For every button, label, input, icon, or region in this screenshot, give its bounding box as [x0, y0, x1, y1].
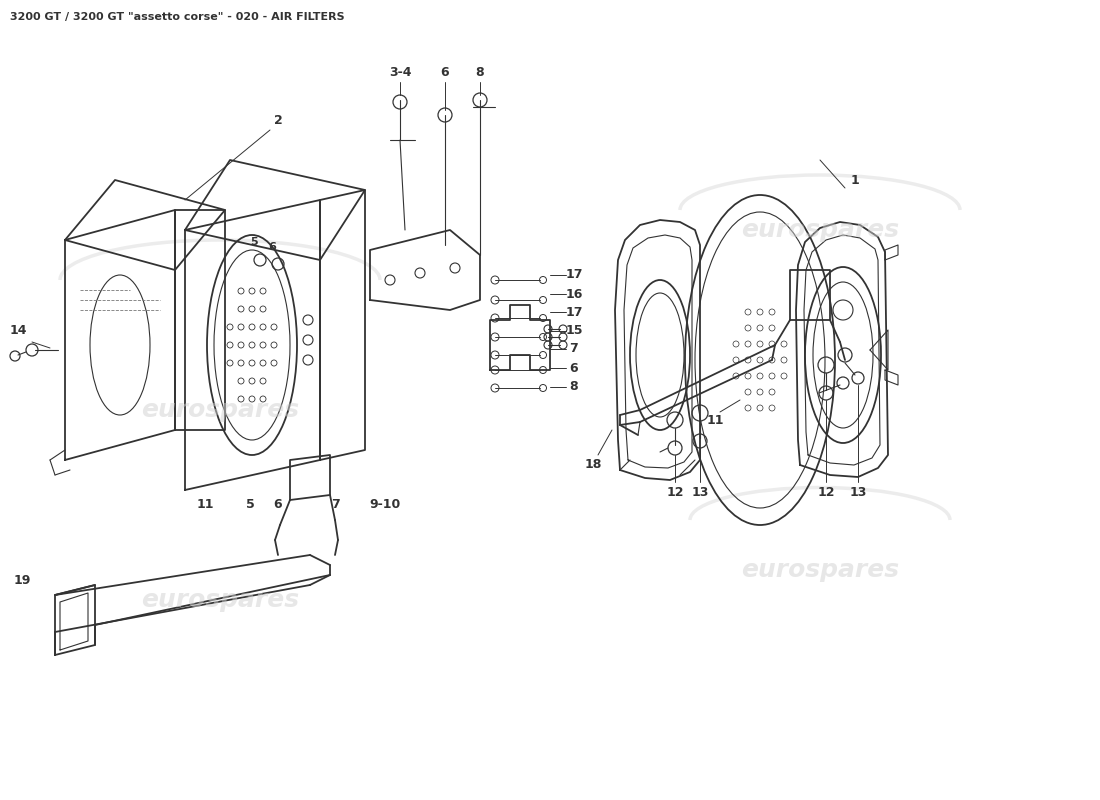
- Text: 16: 16: [565, 287, 583, 301]
- Text: 7: 7: [570, 342, 579, 355]
- Text: 3200 GT / 3200 GT "assetto corse" - 020 - AIR FILTERS: 3200 GT / 3200 GT "assetto corse" - 020 …: [10, 12, 344, 22]
- Text: 8: 8: [475, 66, 484, 78]
- Text: 11: 11: [196, 498, 213, 511]
- Text: eurospares: eurospares: [141, 398, 299, 422]
- Text: 17: 17: [565, 306, 583, 318]
- Text: 18: 18: [584, 458, 602, 471]
- Text: 9-10: 9-10: [370, 498, 400, 511]
- Text: 13: 13: [691, 486, 708, 498]
- Text: 12: 12: [667, 486, 684, 498]
- Text: 11: 11: [706, 414, 724, 426]
- Text: 7: 7: [331, 498, 340, 511]
- Text: 6: 6: [570, 362, 579, 374]
- Text: 17: 17: [565, 269, 583, 282]
- Text: 5: 5: [245, 498, 254, 511]
- Text: 2: 2: [274, 114, 283, 126]
- Text: 19: 19: [13, 574, 31, 586]
- Text: 12: 12: [817, 486, 835, 498]
- Text: 14: 14: [9, 323, 26, 337]
- Text: 8: 8: [570, 381, 579, 394]
- Text: eurospares: eurospares: [741, 558, 899, 582]
- Text: eurospares: eurospares: [741, 218, 899, 242]
- Text: 15: 15: [565, 325, 583, 338]
- Text: 13: 13: [849, 486, 867, 498]
- Text: 3-4: 3-4: [388, 66, 411, 78]
- Text: eurospares: eurospares: [141, 588, 299, 612]
- Text: 1: 1: [850, 174, 859, 186]
- Text: 6: 6: [268, 242, 276, 252]
- Text: 5: 5: [250, 237, 257, 247]
- Text: 6: 6: [441, 66, 449, 78]
- Text: 6: 6: [274, 498, 283, 511]
